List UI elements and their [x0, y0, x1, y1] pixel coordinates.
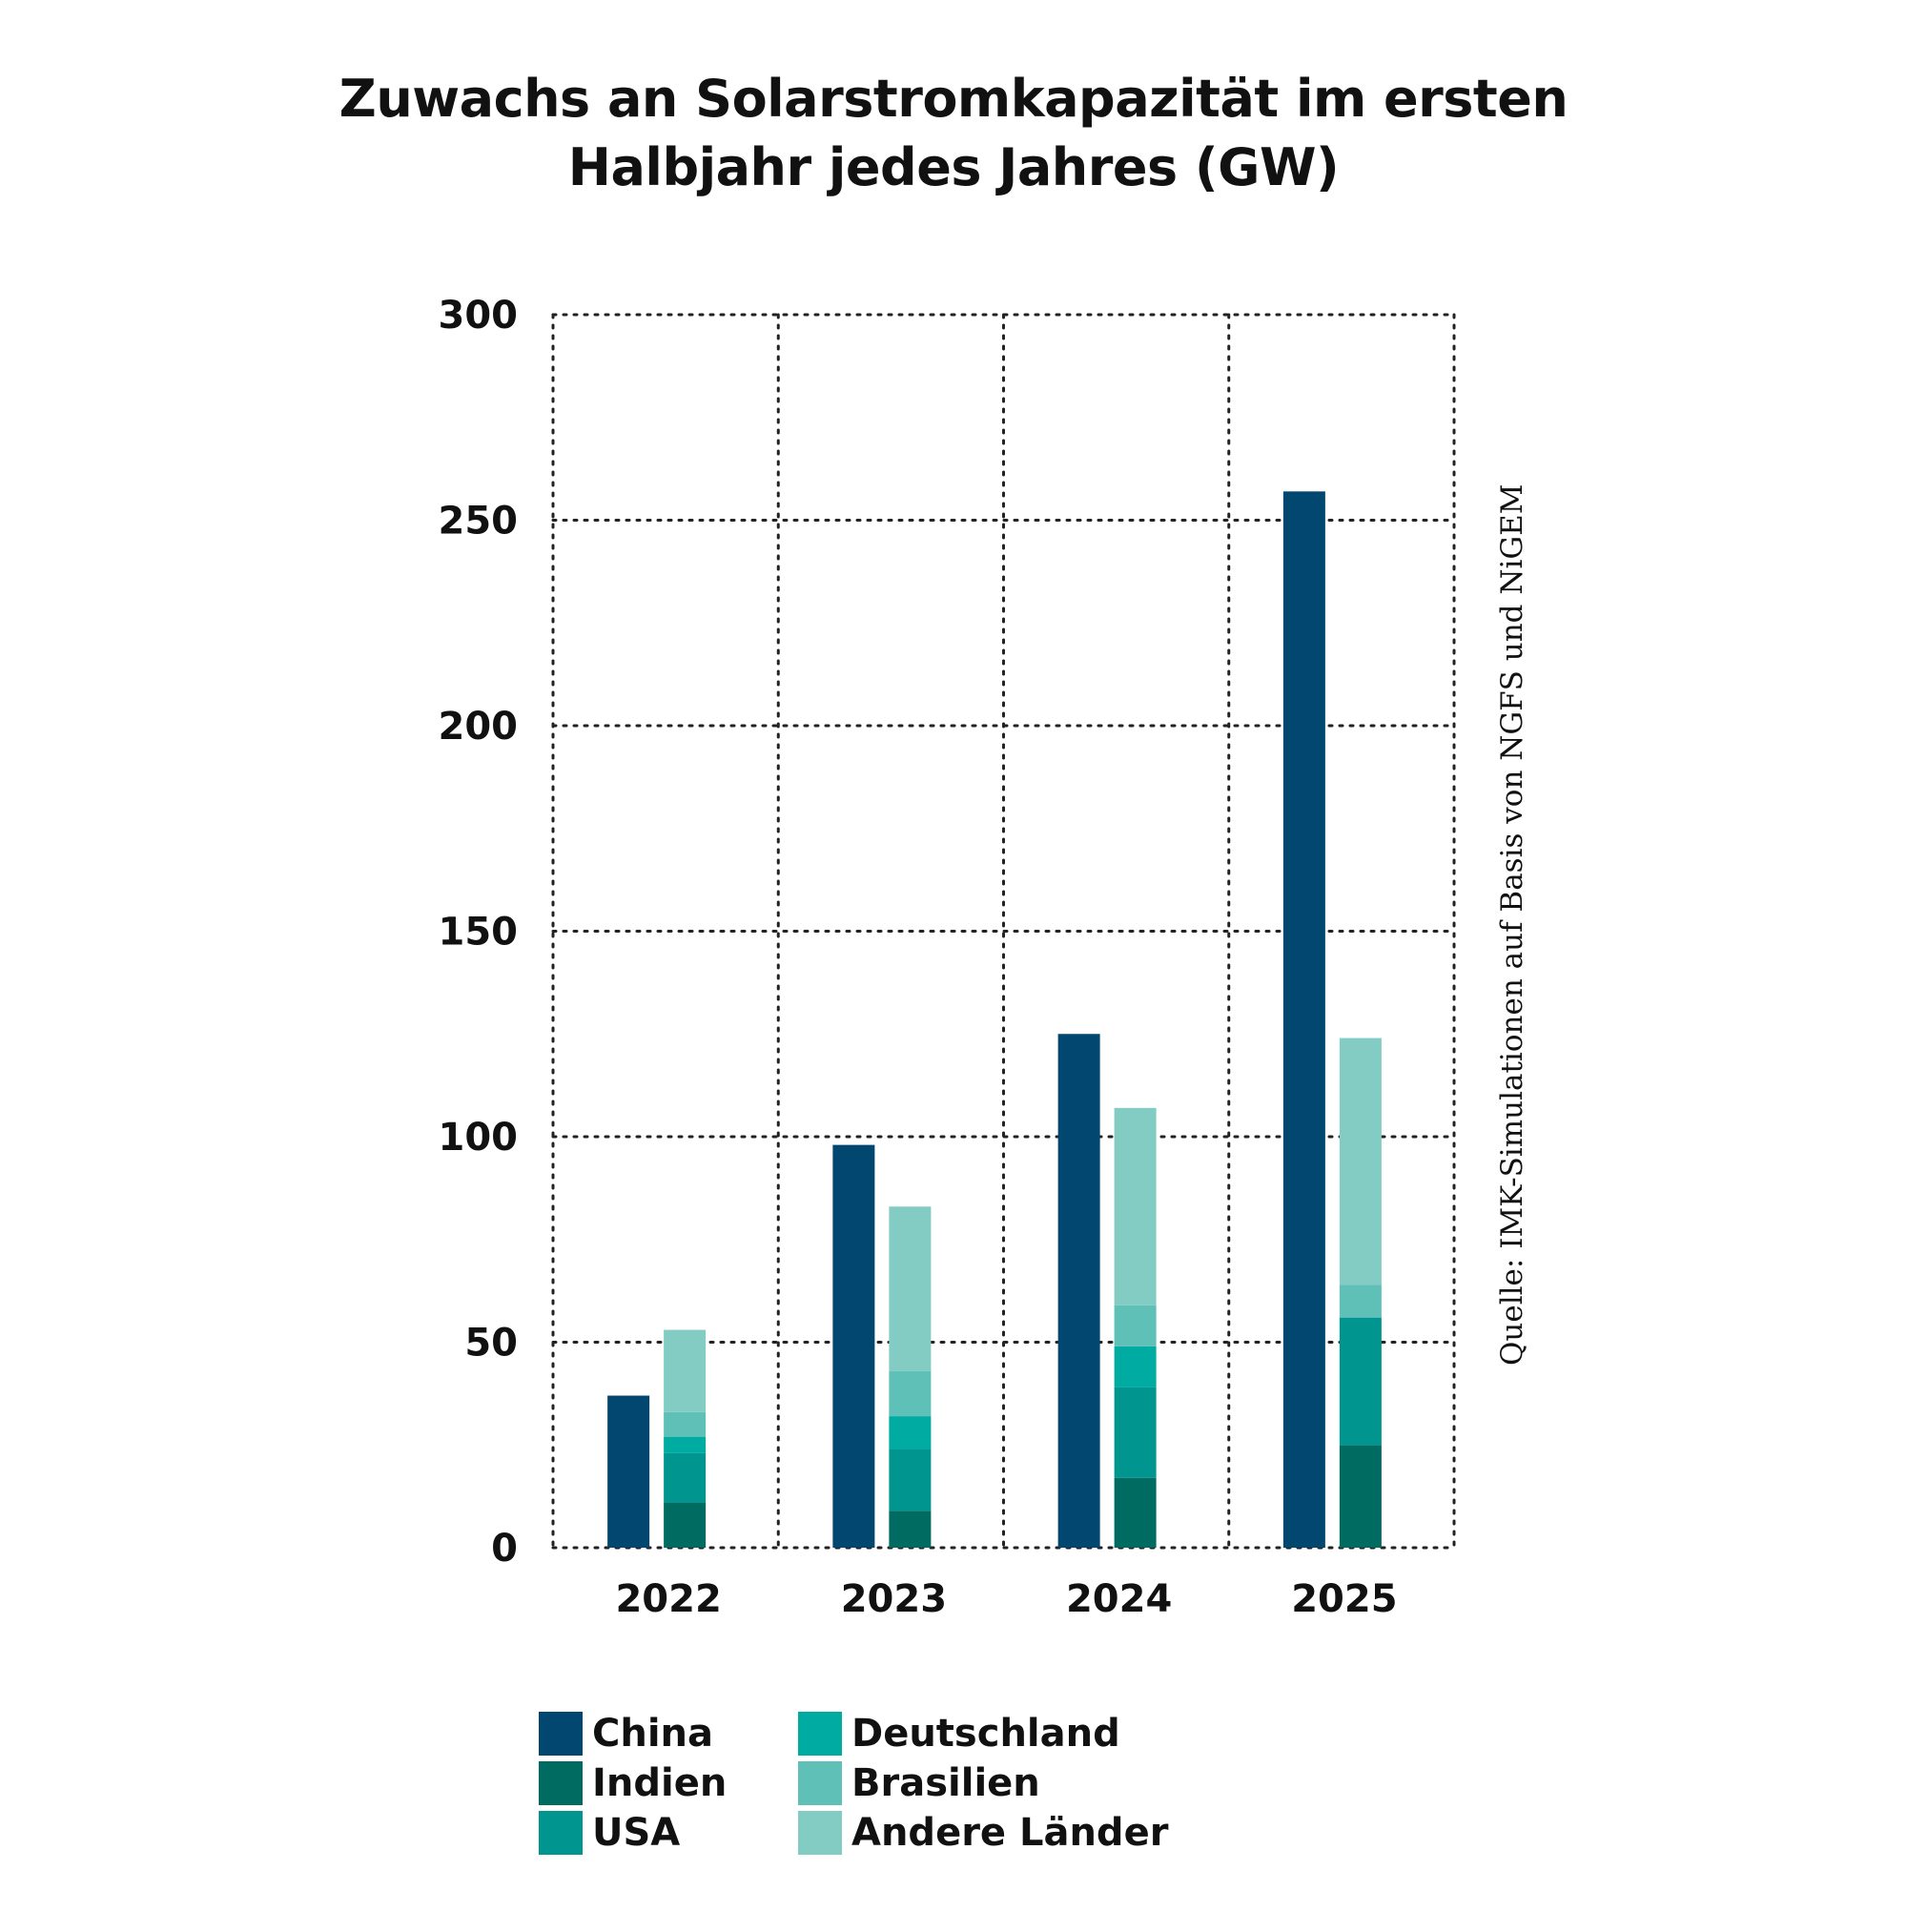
x-tick-label-2023: 2023	[841, 1577, 947, 1621]
bar-china-2023	[832, 1144, 875, 1548]
y-tick-label-150: 150	[439, 911, 519, 955]
bar-indien-2024	[1114, 1477, 1157, 1548]
bar-andere-laender-2022	[664, 1329, 707, 1412]
bar-indien-2023	[889, 1511, 932, 1548]
legend-swatch-brasilien	[798, 1761, 842, 1805]
bar-usa-2023	[889, 1449, 932, 1511]
chart-title-line-1: Zuwachs an Solarstromkapazität im ersten	[338, 69, 1569, 129]
bar-china-2025	[1282, 491, 1325, 1548]
y-tick-label-100: 100	[439, 1116, 519, 1160]
bar-usa-2024	[1114, 1387, 1157, 1478]
plot-area: 0 50 100 150 200 250 300 2022 2023 2024 2025 Quel…	[439, 294, 1530, 1621]
legend-label-brasilien: Brasilien	[851, 1761, 1040, 1805]
y-tick-label-300: 300	[439, 294, 519, 338]
y-tick-label-50: 50	[464, 1322, 518, 1366]
bar-brasilien-2023	[889, 1370, 932, 1417]
x-axis-ticks: 2022 2023 2024 2025	[615, 1577, 1397, 1621]
bar-andere-laender-2024	[1114, 1107, 1157, 1305]
bar-china-2024	[1057, 1034, 1100, 1548]
bar-indien-2022	[664, 1502, 707, 1548]
legend-swatch-china	[539, 1712, 583, 1756]
bar-indien-2025	[1339, 1445, 1382, 1548]
bar-andere-laender-2025	[1339, 1038, 1382, 1285]
bar-china-2022	[607, 1395, 650, 1548]
bar-brasilien-2022	[664, 1411, 707, 1437]
legend-label-andere-laender: Andere Länder	[851, 1811, 1169, 1855]
chart-title: Zuwachs an Solarstromkapazität im ersten…	[0, 65, 1907, 202]
bar-andere-laender-2023	[889, 1206, 932, 1371]
legend-swatch-andere-laender	[798, 1811, 842, 1855]
bar-usa-2022	[664, 1452, 707, 1503]
chart-title-line-2: Halbjahr jedes Jahres (GW)	[567, 137, 1340, 197]
legend-label-deutschland: Deutschland	[851, 1712, 1120, 1756]
legend-swatch-usa	[539, 1811, 583, 1855]
legend-label-usa: USA	[592, 1811, 681, 1855]
legend-label-indien: Indien	[592, 1761, 728, 1805]
bar-deutschland-2023	[889, 1416, 932, 1449]
bar-deutschland-2024	[1114, 1346, 1157, 1387]
legend-label-china: China	[592, 1712, 714, 1756]
bar-usa-2025	[1339, 1317, 1382, 1446]
bar-deutschland-2022	[664, 1436, 707, 1453]
y-tick-label-200: 200	[439, 705, 519, 749]
bars-layer	[607, 491, 1382, 1548]
y-tick-label-250: 250	[439, 500, 519, 544]
legend-swatch-deutschland	[798, 1712, 842, 1756]
y-axis-ticks: 0 50 100 150 200 250 300	[439, 294, 519, 1571]
source-note: Quelle: IMK-Simulationen auf Basis von N…	[1495, 483, 1529, 1366]
x-tick-label-2022: 2022	[615, 1577, 721, 1621]
bar-brasilien-2024	[1114, 1305, 1157, 1346]
bar-brasilien-2025	[1339, 1285, 1382, 1318]
x-tick-label-2025: 2025	[1291, 1577, 1397, 1621]
legend-swatch-indien	[539, 1761, 583, 1805]
y-tick-label-0: 0	[491, 1527, 518, 1571]
x-tick-label-2024: 2024	[1066, 1577, 1172, 1621]
